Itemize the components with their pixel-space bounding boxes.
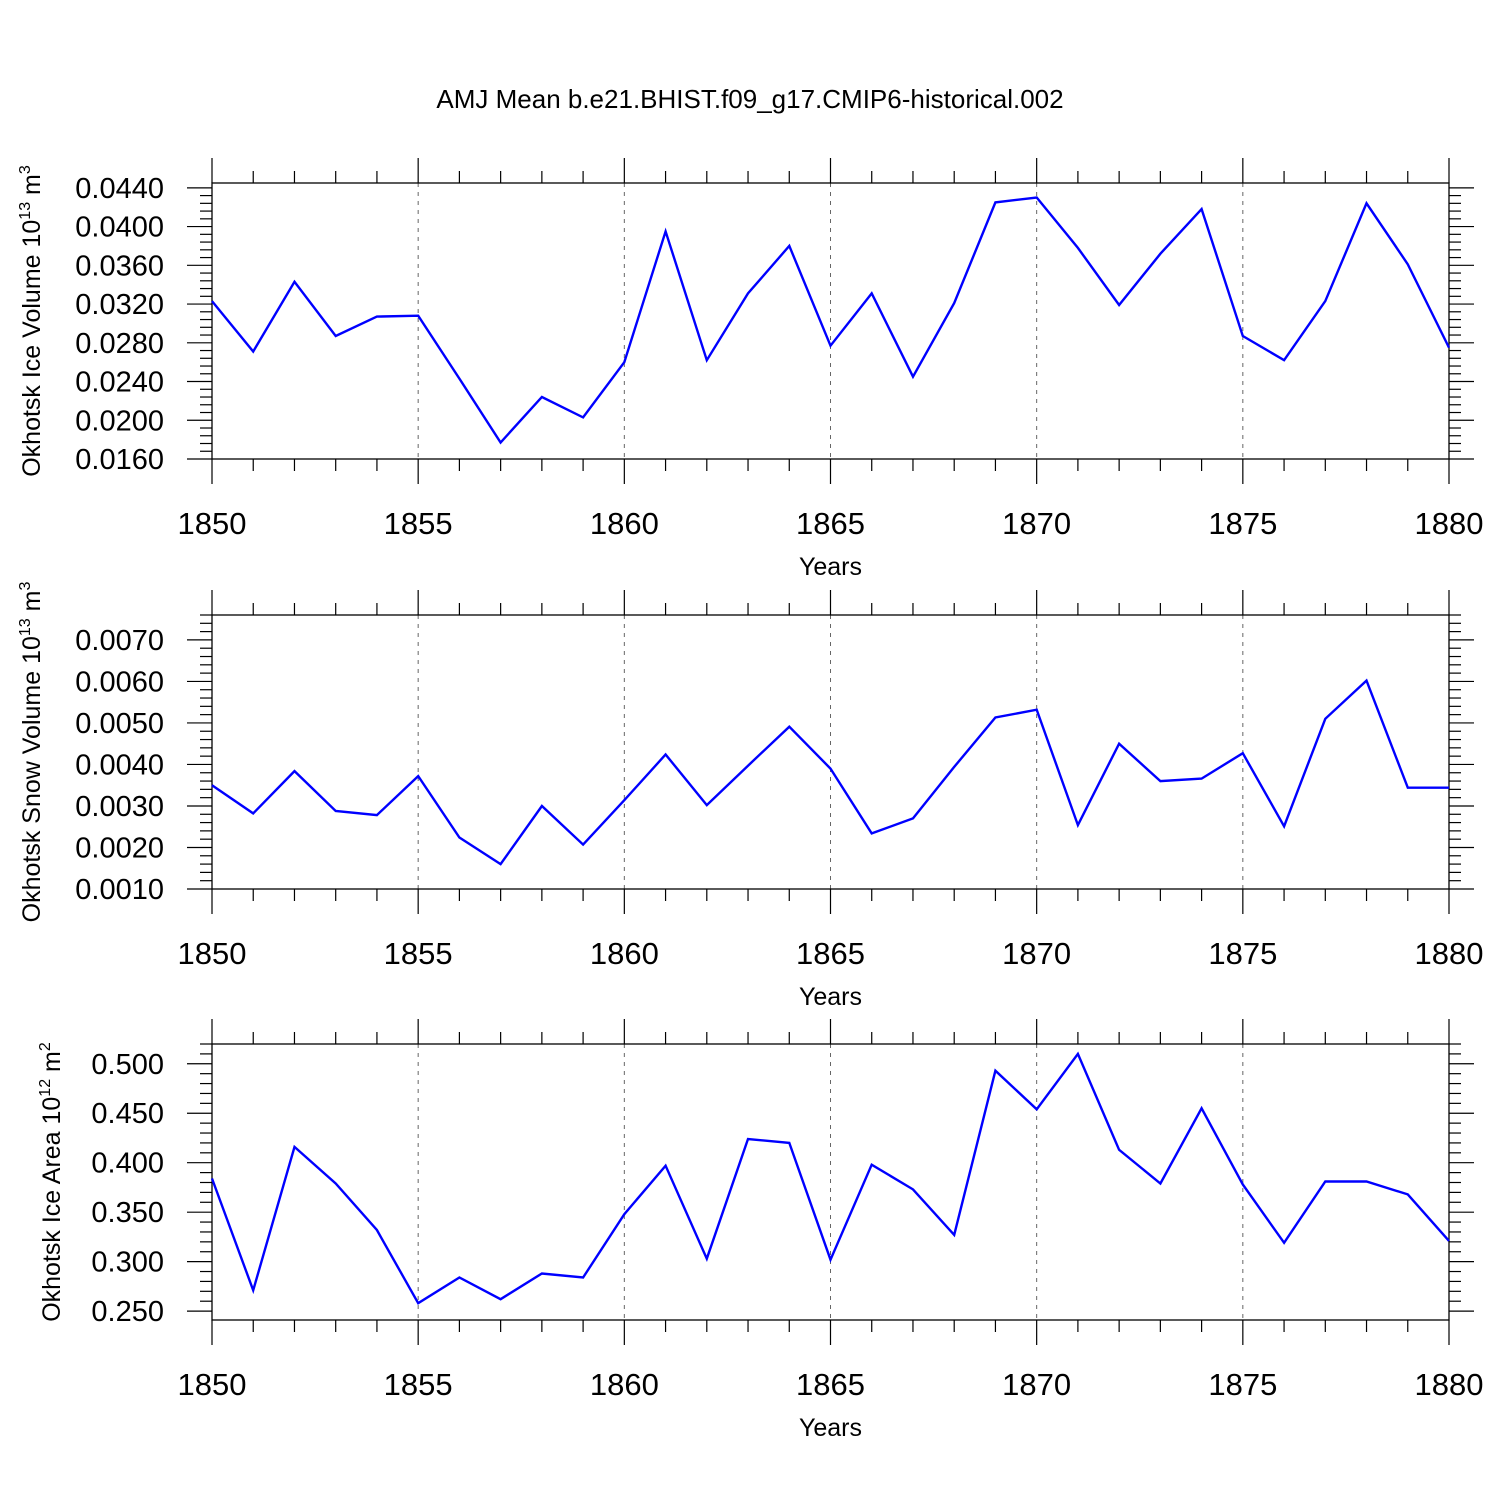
y-axis-title-base: Okhotsk Ice Volume 10 xyxy=(18,220,46,477)
x-tick-label: 1860 xyxy=(590,1367,659,1402)
x-tick-label: 1865 xyxy=(796,506,865,541)
y-tick-label: 0.0010 xyxy=(75,874,164,906)
x-axis-title: Years xyxy=(799,553,862,581)
y-axis-title-unit: m xyxy=(18,174,46,202)
panels: 0.0160 0.0200 0.0240 0.0280 0.0320 0.0360 0.04… xyxy=(17,158,1483,1442)
y-axis-title: Okhotsk Ice Area 1012 m2 xyxy=(37,1042,66,1322)
y-tick-label: 0.300 xyxy=(91,1247,164,1279)
y-tick-label: 0.0400 xyxy=(75,212,164,244)
x-tick-label: 1865 xyxy=(796,936,865,971)
x-tick-label: 1850 xyxy=(178,1367,247,1402)
x-tick-label: 1860 xyxy=(590,936,659,971)
chart-panel-1: 0.0160 0.0200 0.0240 0.0280 0.0320 0.0360 0.04… xyxy=(17,158,1483,581)
figure-title: AMJ Mean b.e21.BHIST.f09_g17.CMIP6-histo… xyxy=(436,84,1063,114)
x-tick-label: 1855 xyxy=(384,936,453,971)
series-line xyxy=(211,678,1449,866)
y-axis-title: Okhotsk Snow Volume 1013 m3 xyxy=(17,582,46,923)
y-tick-label: 0.0050 xyxy=(75,708,164,740)
y-tick-label: 0.0160 xyxy=(75,444,164,476)
y-axis-title-exponent: 13 xyxy=(17,202,34,220)
x-tick-label: 1880 xyxy=(1415,936,1484,971)
y-tick-label: 0.0070 xyxy=(75,625,164,657)
y-tick-label: 0.450 xyxy=(91,1098,164,1130)
x-axis-title: Years xyxy=(799,983,862,1011)
y-tick-label: 0.0240 xyxy=(75,367,164,399)
x-tick-label: 1870 xyxy=(1002,936,1071,971)
y-tick-label: 0.0040 xyxy=(75,749,164,781)
x-tick-label: 1875 xyxy=(1208,1367,1277,1402)
y-axis-title-unit-exponent: 2 xyxy=(37,1042,54,1051)
y-axis-title-unit-exponent: 3 xyxy=(17,165,34,174)
y-tick-label: 0.0280 xyxy=(75,328,164,360)
y-tick-label: 0.350 xyxy=(91,1197,164,1229)
x-tick-label: 1855 xyxy=(384,506,453,541)
y-tick-label: 0.0200 xyxy=(75,405,164,437)
y-axis-title-base: Okhotsk Snow Volume 10 xyxy=(18,636,46,922)
y-tick-label: 0.0060 xyxy=(75,666,164,698)
x-tick-label: 1875 xyxy=(1208,936,1277,971)
y-axis-title-exponent: 13 xyxy=(17,618,34,636)
x-tick-label: 1870 xyxy=(1002,1367,1071,1402)
y-axis-title-unit: m xyxy=(38,1051,66,1079)
series-line xyxy=(211,196,1451,445)
x-tick-label: 1880 xyxy=(1415,506,1484,541)
chart-panel-2: 0.0010 0.0020 0.0030 0.0040 0.0050 0.0060 0.00… xyxy=(17,582,1483,1011)
y-tick-label: 0.0020 xyxy=(75,832,164,864)
y-tick-label: 0.250 xyxy=(91,1296,164,1328)
y-tick-label: 0.0440 xyxy=(75,173,164,205)
x-tick-label: 1875 xyxy=(1208,506,1277,541)
y-axis-title: Okhotsk Ice Volume 1013 m3 xyxy=(17,165,46,477)
y-axis-title-base: Okhotsk Ice Area 10 xyxy=(38,1097,66,1322)
x-tick-label: 1850 xyxy=(178,936,247,971)
y-axis-title-exponent: 12 xyxy=(37,1079,54,1097)
series-line xyxy=(210,1051,1450,1305)
x-tick-label: 1850 xyxy=(178,506,247,541)
y-tick-label: 0.500 xyxy=(91,1049,164,1081)
y-tick-label: 0.0030 xyxy=(75,791,164,823)
x-tick-label: 1860 xyxy=(590,506,659,541)
x-tick-label: 1880 xyxy=(1415,1367,1484,1402)
y-axis-title-unit: m xyxy=(18,591,46,619)
x-axis-title: Years xyxy=(799,1414,862,1442)
y-tick-label: 0.0360 xyxy=(75,250,164,282)
y-axis-title-unit-exponent: 3 xyxy=(17,582,34,591)
y-tick-label: 0.0320 xyxy=(75,289,164,321)
x-tick-label: 1865 xyxy=(796,1367,865,1402)
y-tick-label: 0.400 xyxy=(91,1148,164,1180)
chart-panel-3: 0.250 0.300 0.350 0.400 0.450 0.500 1850 1855 18… xyxy=(37,1019,1483,1442)
x-tick-label: 1855 xyxy=(384,1367,453,1402)
x-tick-label: 1870 xyxy=(1002,506,1071,541)
